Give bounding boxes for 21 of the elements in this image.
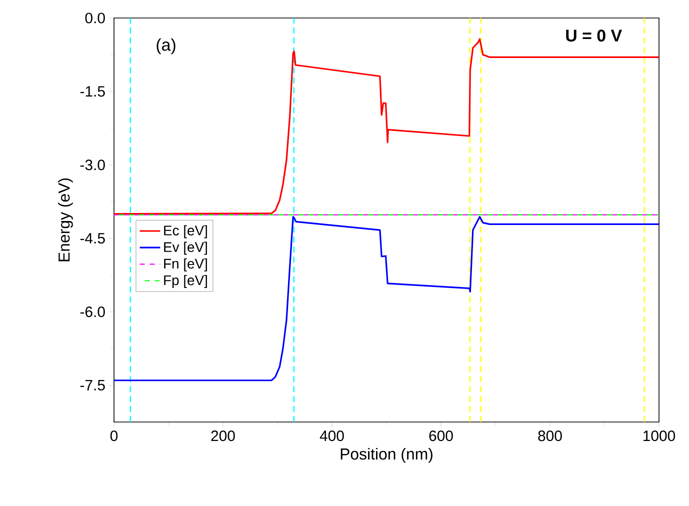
x-tick-label: 0 <box>110 430 118 442</box>
legend-label: Fp [eV] <box>164 274 207 288</box>
x-tick-label: 200 <box>211 430 235 442</box>
x-tick-label: 400 <box>320 430 344 442</box>
y-tick-label: -1.5 <box>80 86 105 97</box>
legend-label: Ec [eV] <box>164 225 207 238</box>
x-tick-label: 800 <box>538 430 562 442</box>
y-tick-label: -6.0 <box>80 306 105 318</box>
y-axis-title: Energy (eV) <box>58 178 73 262</box>
y-tick-label: 0.0 <box>85 12 105 24</box>
annotation: (a) <box>156 38 176 54</box>
x-axis-title: Position (nm) <box>340 448 432 463</box>
y-tick-label: -7.5 <box>80 380 105 390</box>
line-series <box>114 216 660 382</box>
annotation: U = 0 V <box>566 30 622 42</box>
legend-label: Fn [eV] <box>164 258 207 272</box>
x-tick-label: 600 <box>429 430 453 442</box>
x-tick-label: 1000 <box>644 430 676 442</box>
y-tick-label: -4.5 <box>80 233 105 244</box>
legend-label: Ev [eV] <box>164 242 207 255</box>
y-tick-label: -3.0 <box>80 160 105 170</box>
